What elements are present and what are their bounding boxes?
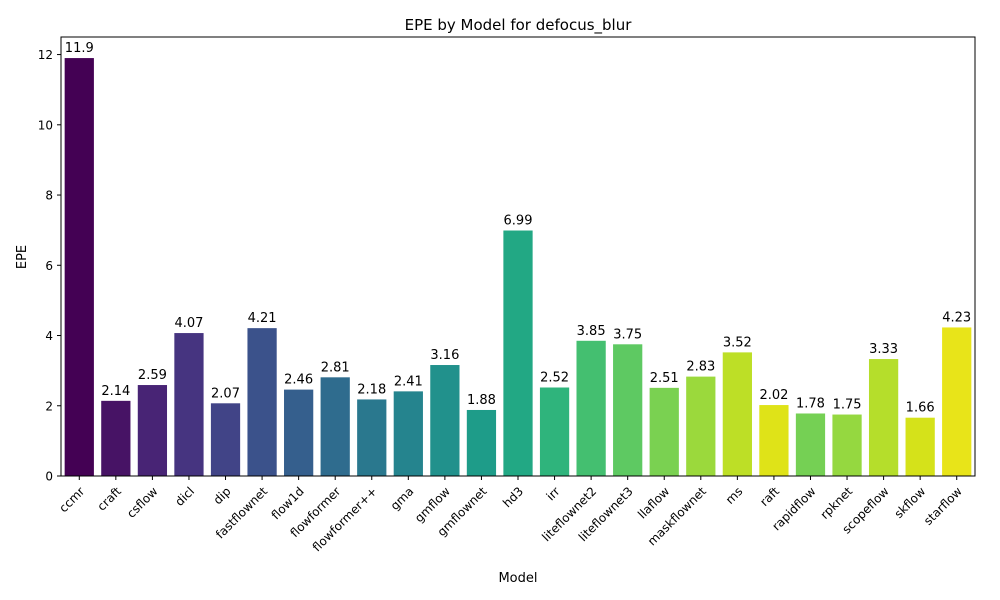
bar-value-label: 11.9	[65, 41, 94, 56]
x-tick-label: hd3	[500, 484, 526, 510]
bar-value-labels: 11.9 2.14 2.59 4.07 2.07 4.21 2.46 2.81 2.18 2.41…	[65, 41, 971, 416]
bar-value-label: 3.75	[613, 327, 642, 342]
x-tick-label: starflow	[921, 484, 965, 528]
bar-value-label: 3.33	[869, 342, 898, 357]
bar-value-label: 2.59	[138, 368, 167, 383]
bar-gmflow	[430, 365, 460, 476]
x-tick-label: ms	[723, 484, 746, 507]
bar-raft	[759, 405, 789, 476]
bar-irr	[539, 387, 570, 476]
y-tick-label: 6	[45, 259, 53, 273]
bar-value-label: 4.07	[174, 316, 203, 331]
bar-gma	[393, 391, 423, 476]
y-tick-label: 4	[45, 329, 53, 343]
bar-flowformer++	[357, 399, 387, 476]
bar-dicl	[174, 333, 204, 476]
bar-value-label: 1.78	[796, 396, 825, 411]
plot-frame	[60, 36, 976, 477]
bar-flowformer	[320, 377, 350, 476]
bar-value-label: 2.81	[321, 360, 350, 375]
x-axis-label: Model	[498, 571, 537, 586]
x-tick-label: flowformer++	[310, 484, 380, 554]
y-tick-label: 0	[45, 470, 53, 484]
x-tick-label: irr	[544, 484, 563, 503]
chart-title: EPE by Model for defocus_blur	[405, 16, 633, 35]
bar-value-label: 1.66	[906, 401, 935, 416]
bar-value-label: 1.75	[833, 398, 862, 413]
x-tick-label: dicl	[172, 484, 197, 509]
bar-maskflownet	[686, 376, 716, 476]
bar-liteflownet3	[613, 344, 643, 476]
bar-value-label: 1.88	[467, 393, 496, 408]
bars	[64, 58, 972, 477]
bar-value-label: 2.41	[394, 374, 423, 389]
y-axis-label: EPE	[15, 245, 30, 269]
bar-value-label: 2.14	[101, 384, 130, 399]
bar-ccmr	[64, 58, 94, 477]
bar-csflow	[137, 385, 168, 476]
x-tick-label: craft	[95, 484, 125, 514]
bar-rpknet	[832, 414, 862, 476]
bar-dip	[210, 403, 241, 476]
bar-fastflownet	[247, 328, 277, 476]
bar-ms	[722, 352, 752, 476]
y-tick-label: 8	[45, 189, 53, 203]
bar-value-label: 3.52	[723, 335, 752, 350]
bar-value-label: 3.85	[577, 324, 606, 339]
bar-value-label: 2.02	[759, 388, 788, 403]
bar-value-label: 2.18	[357, 382, 386, 397]
y-axis: 0 2 4 6 8 10 12	[38, 48, 61, 484]
y-tick-label: 12	[38, 48, 53, 62]
bar-value-label: 2.07	[211, 386, 240, 401]
x-tick-label: dip	[211, 484, 234, 507]
y-tick-label: 10	[38, 118, 53, 132]
bar-skflow	[905, 417, 935, 476]
bar-flow1d	[284, 389, 314, 476]
bar-value-label: 2.52	[540, 370, 569, 385]
y-tick-label: 2	[45, 399, 53, 413]
bar-value-label: 4.21	[248, 311, 277, 326]
bar-hd3	[503, 230, 533, 476]
x-tick-label: ccmr	[56, 484, 87, 515]
x-tick-label: gma	[388, 484, 417, 513]
x-tick-label: csflow	[124, 484, 161, 521]
bar-value-label: 3.16	[430, 348, 459, 363]
bar-value-label: 4.23	[942, 310, 971, 325]
bar-craft	[101, 400, 131, 476]
bar-value-label: 2.83	[686, 360, 715, 375]
bar-gmflownet	[466, 409, 497, 476]
x-axis: ccmr craft csflow dicl dipfastflownetflow1df…	[56, 476, 965, 554]
x-tick-label: raft	[757, 484, 782, 509]
bar-liteflownet2	[576, 340, 606, 476]
bar-rapidflow	[795, 413, 826, 476]
bar-scopeflow	[868, 359, 899, 476]
bar-llaflow	[649, 387, 679, 476]
bar-value-label: 2.46	[284, 373, 313, 388]
bar-value-label: 6.99	[504, 214, 533, 229]
bar-starflow	[942, 327, 972, 476]
bar-value-label: 2.51	[650, 371, 679, 386]
